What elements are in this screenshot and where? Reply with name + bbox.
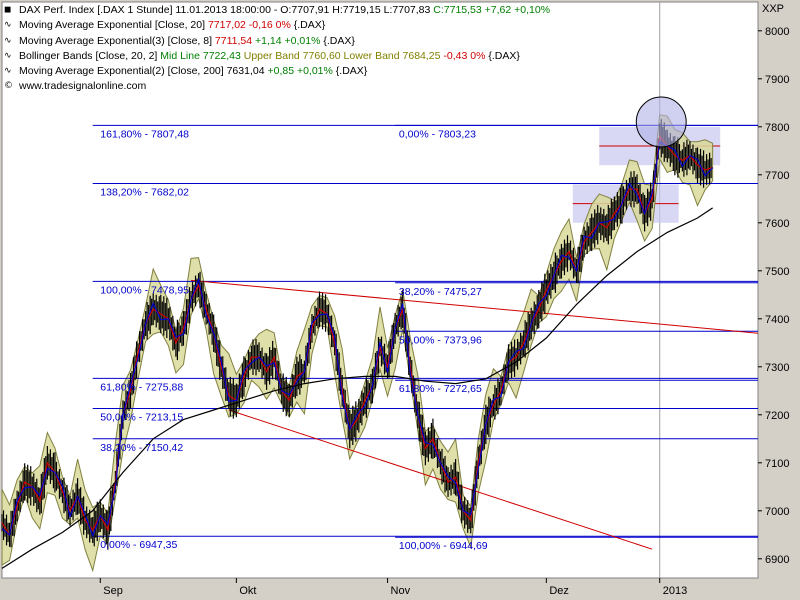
legend-text: 7711,54 [214,34,253,47]
legend-text: Bollinger Bands [Close, 20, 2] [19,49,161,62]
legend-text: DAX Perf. Index [.DAX 1 Stunde] 11.01.20… [19,4,434,16]
y-tick-label: 7500 [765,266,789,278]
y-tick-label: 7300 [765,362,789,374]
x-tick-label: Nov [391,585,411,597]
trendline [190,279,759,334]
corner-label: XXP [761,3,784,15]
legend-row: ∿ Moving Average Exponential [Close, 20] … [4,18,550,33]
y-tick-label: 7000 [765,506,789,518]
legend-text: Moving Average Exponential(2) [Close, 20… [19,65,268,78]
fib-label: 38,20% - 7150,42 [100,442,183,454]
y-tick-label: 7700 [765,170,789,182]
y-tick-label: 7600 [765,218,789,230]
ema8-line [1,141,714,538]
legend-text: Moving Average Exponential(3) [Close, 8] [19,34,215,47]
legend-text: Moving Average Exponential [Close, 20] [19,19,208,32]
highlight-circle [635,96,687,148]
legend-text: {.DAX} [485,49,520,62]
legend-row: ∿ Moving Average Exponential(3) [Close, 8… [4,34,550,49]
x-tick-label: Sep [103,585,123,597]
plot-area [1,1,759,579]
chart-icon: ◼ [4,5,12,15]
legend-text: www.tradesignalonline.com [19,80,147,93]
fib-label: 50,00% - 7373,96 [399,334,482,346]
fib-label: 161,80% - 7807,48 [100,128,189,140]
x-tick-label: Dez [549,585,569,597]
legend-text: Mid Line 7722,43 [160,49,241,62]
fib-label: 100,00% - 6944,69 [399,540,488,552]
y-tick-label: 6900 [765,554,789,566]
fib-label: 0,00% - 6947,35 [100,539,177,551]
y-tick-label: 7900 [765,74,789,86]
fib-label: 100,00% - 7478,95 [100,284,189,296]
legend-text: Lower Band 7684,25 [340,49,441,62]
ma-icon: ∿ [4,66,12,77]
fib-label: 38,20% - 7475,27 [399,286,482,298]
fib-label: 50,00% - 7213,15 [100,412,183,424]
ma-icon: ∿ [4,50,12,61]
legend-text: +0,85 +0,01% [267,65,333,78]
y-tick-label: 7200 [765,410,789,422]
legend-text: C:7715,53 +7,62 +0,10% [433,4,551,16]
y-tick-label: 8000 [765,26,789,38]
legend-text: Upper Band 7760,60 [240,49,341,62]
y-tick-label: 7800 [765,122,789,134]
legend-text: {.DAX} [290,19,326,32]
legend-text: -0,43 0% [440,49,486,62]
ema200-line [1,207,713,569]
fib-label: 0,00% - 7803,23 [399,128,476,140]
y-tick-label: 7100 [765,458,789,470]
fib-label: 61,80% - 7275,88 [100,381,183,393]
copyright-icon: © [4,81,13,92]
legend-row: © www.tradesignalonline.com [4,79,550,94]
x-tick-label: 2013 [663,585,687,597]
fib-label: 61,80% - 7272,65 [399,383,482,395]
legend-row: ∿ Bollinger Bands [Close, 20, 2] Mid Line… [4,49,550,64]
ma-icon: ∿ [4,20,12,31]
legend-text: 7717,02 -0,16 0% [207,19,291,32]
legend-text: {.DAX} [320,34,355,47]
x-tick-label: Okt [239,585,256,597]
trendline [228,409,653,550]
legend-row: ∿ Moving Average Exponential(2) [Close, 2… [4,64,550,79]
fib-label: 138,20% - 7682,02 [100,186,189,198]
indicator-legend: ◼ DAX Perf. Index [.DAX 1 Stunde] 11.01.2… [4,3,550,95]
y-tick-label: 7400 [765,314,789,326]
legend-text: {.DAX} [332,65,368,78]
legend-text: +1,14 +0,01% [252,34,321,47]
ma-icon: ∿ [4,35,12,46]
legend-row: ◼ DAX Perf. Index [.DAX 1 Stunde] 11.01.2… [4,3,550,18]
